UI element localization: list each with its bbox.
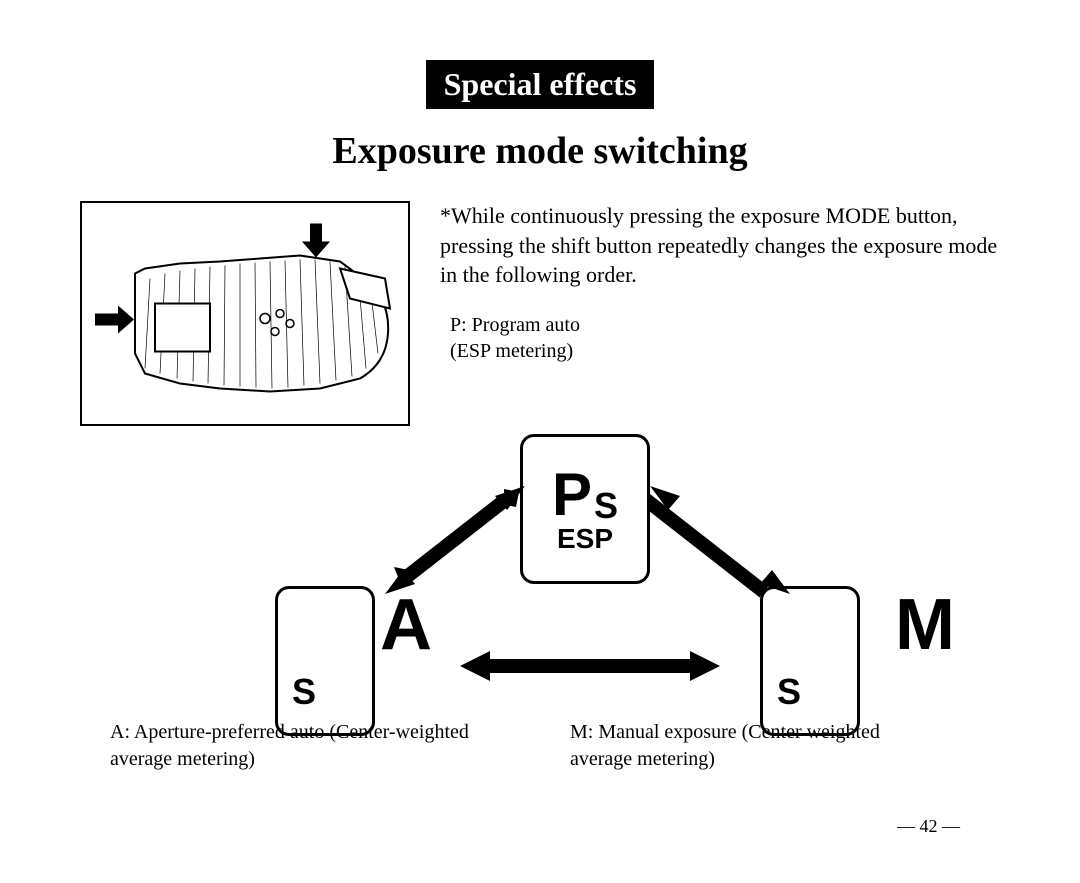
section-badge: Special effects — [426, 60, 655, 109]
mode-a-s-letter: S — [292, 671, 316, 713]
camera-illustration-frame — [80, 201, 410, 426]
mode-p-letter: P — [552, 466, 592, 523]
mode-box-p: P S ESP — [520, 434, 650, 584]
caption-m: M: Manual exposure (Center weighted aver… — [570, 719, 940, 773]
page-title: Exposure mode switching — [80, 129, 1000, 173]
mode-m-s-letter: S — [777, 671, 801, 713]
content-row: *While continuously pressing the exposur… — [80, 201, 1000, 426]
mode-box-m: S — [760, 586, 860, 736]
arrow-p-a — [385, 486, 525, 606]
page-number: — 42 — — [897, 816, 960, 837]
arrow-p-m — [650, 486, 790, 606]
mode-cycle-diagram: P S ESP S A S M — [80, 416, 1000, 756]
camera-illustration — [90, 211, 400, 416]
mode-p-esp: ESP — [557, 525, 613, 553]
instruction-column: *While continuously pressing the exposur… — [440, 201, 1000, 364]
arrow-a-m — [460, 646, 720, 686]
manual-page: Special effects Exposure mode switching — [0, 0, 1080, 883]
caption-a: A: Aperture-preferred auto (Center-weigh… — [110, 719, 480, 773]
mode-p-label-line1: P: Program auto — [450, 312, 1000, 338]
mode-p-label: P: Program auto (ESP metering) — [450, 312, 1000, 364]
instruction-text: *While continuously pressing the exposur… — [440, 201, 1000, 290]
mode-p-s-letter: S — [594, 490, 618, 522]
mode-box-a: S — [275, 586, 375, 736]
mode-m-letter: M — [895, 584, 955, 666]
mode-p-label-line2: (ESP metering) — [450, 338, 1000, 364]
